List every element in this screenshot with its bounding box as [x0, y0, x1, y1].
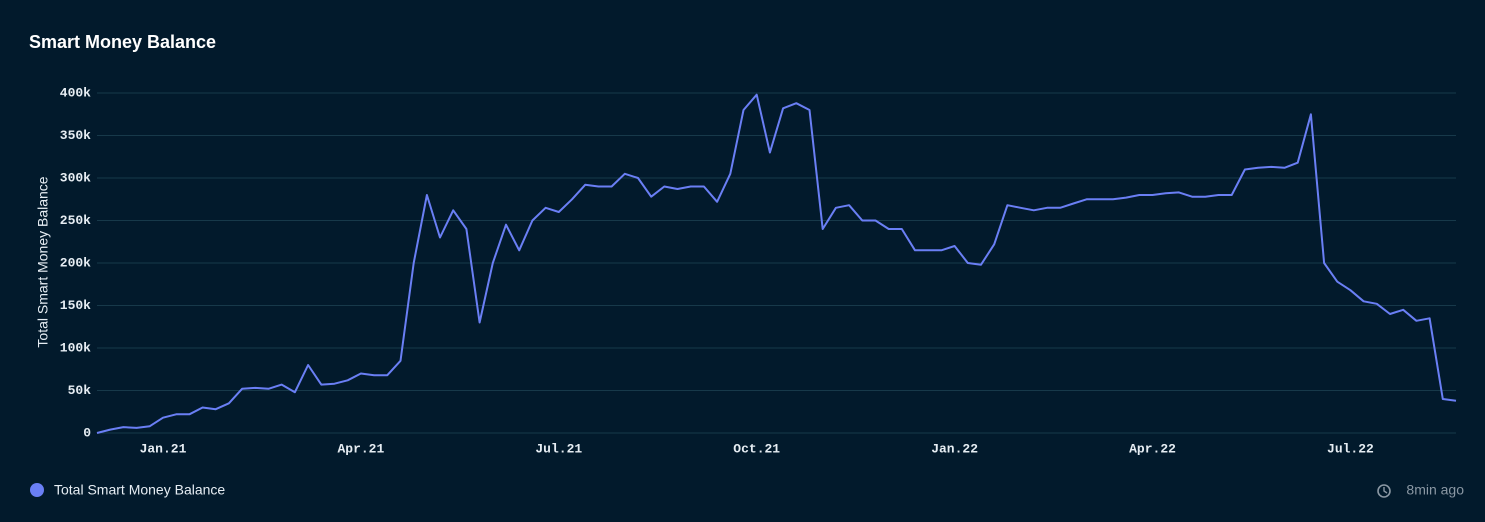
x-tick-label: Oct.21: [733, 441, 780, 456]
y-tick-label: 250k: [60, 213, 91, 228]
y-tick-label: 300k: [60, 170, 91, 185]
x-tick-label: Jan.21: [140, 441, 187, 456]
y-tick-label: 200k: [60, 255, 91, 270]
y-tick-label: 100k: [60, 340, 91, 355]
y-tick-label: 0: [83, 425, 91, 440]
updated-indicator: 8min ago: [1377, 482, 1464, 498]
clock-hands: [1383, 487, 1388, 494]
clock-icon: [1377, 484, 1391, 498]
x-tick-label: Apr.22: [1129, 441, 1176, 456]
data-line: [96, 93, 1457, 434]
y-tick-label: 350k: [60, 128, 91, 143]
x-tick-label: Jul.22: [1327, 441, 1374, 456]
legend-label: Total Smart Money Balance: [54, 482, 225, 498]
x-tick-label: Jul.21: [535, 441, 582, 456]
y-tick-label: 400k: [60, 85, 91, 100]
y-tick-label: 50k: [68, 383, 92, 398]
chart-title: Smart Money Balance: [29, 32, 216, 52]
x-tick-label: Jan.22: [931, 441, 978, 456]
updated-text: 8min ago: [1406, 482, 1464, 498]
y-axis-label: Total Smart Money Balance: [35, 176, 51, 347]
x-tick-label: Apr.21: [337, 441, 384, 456]
legend-marker: [30, 483, 44, 497]
y-tick-label: 150k: [60, 298, 91, 313]
